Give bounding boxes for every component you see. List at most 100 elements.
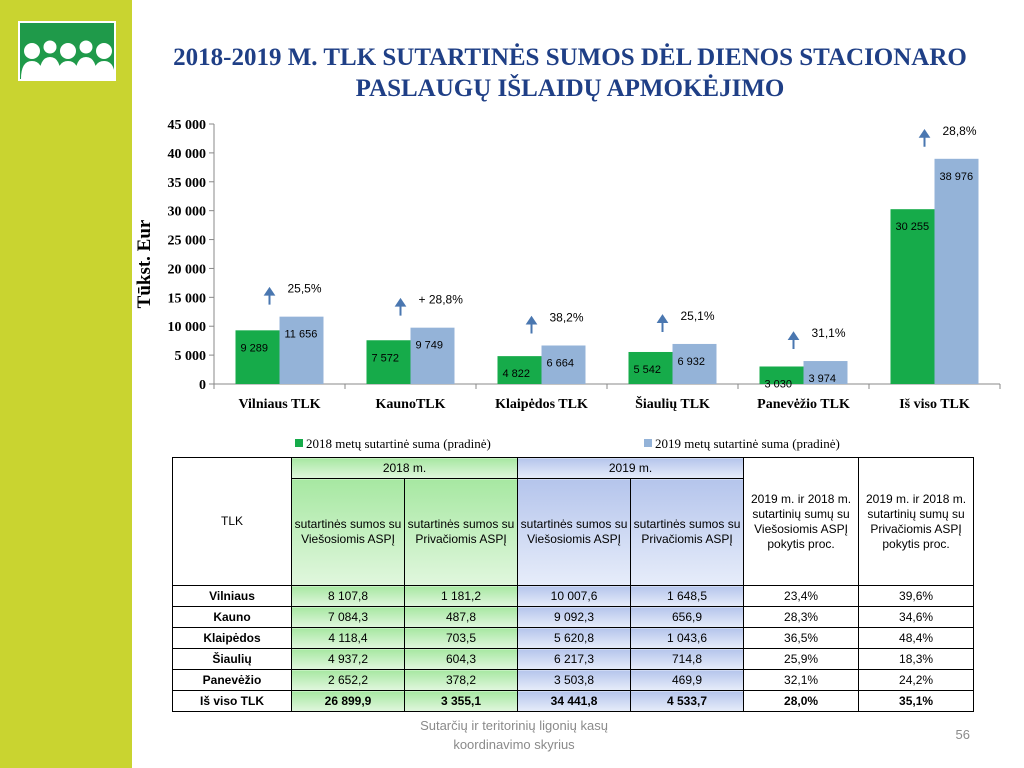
subheader-private-2019: sutartinės sumos su Privačiomis ASPĮ bbox=[630, 478, 745, 586]
cell-public-2019: 3 503,8 bbox=[517, 669, 632, 691]
y-tick-label: 30 000 bbox=[168, 205, 207, 220]
bar-2019 bbox=[279, 316, 324, 384]
legend-swatch-2019 bbox=[644, 439, 652, 447]
bar-2018 bbox=[235, 330, 280, 384]
change-label: 25,1% bbox=[681, 309, 715, 323]
bar-2019 bbox=[410, 327, 455, 384]
cell-change-private: 18,3% bbox=[858, 648, 975, 670]
cell-private-2019: 1 648,5 bbox=[630, 585, 745, 607]
cell-private-2019: 714,8 bbox=[630, 648, 745, 670]
y-tick-label: 35 000 bbox=[168, 176, 207, 191]
data-label-2019: 3 974 bbox=[809, 373, 837, 385]
cell-private-2018: 1 181,2 bbox=[403, 585, 519, 607]
legend-swatch-2018 bbox=[295, 439, 303, 447]
cell-public-2019: 6 217,3 bbox=[517, 648, 632, 670]
y-tick-label: 25 000 bbox=[168, 234, 207, 249]
cell-private-2018: 487,8 bbox=[403, 606, 519, 628]
increase-arrow-icon bbox=[787, 331, 800, 350]
cell-change-private: 48,4% bbox=[858, 627, 975, 649]
increase-arrow-icon bbox=[263, 286, 276, 305]
cell-public-2019: 5 620,8 bbox=[517, 627, 632, 649]
cell-public-2018: 7 084,3 bbox=[291, 606, 405, 628]
cell-change-public: 36,5% bbox=[743, 627, 860, 649]
cell-public-2018: 2 652,2 bbox=[291, 669, 405, 691]
cell-public-2019: 34 441,8 bbox=[517, 690, 632, 712]
change-label: 25,5% bbox=[288, 282, 322, 296]
data-label-2019: 6 664 bbox=[547, 357, 575, 369]
cell-change-public: 23,4% bbox=[743, 585, 860, 607]
row-name: Kauno bbox=[172, 606, 292, 628]
cell-private-2018: 378,2 bbox=[403, 669, 519, 691]
cell-change-private: 24,2% bbox=[858, 669, 975, 691]
footer-department: Sutarčių ir teritorinių ligonių kasų koo… bbox=[420, 718, 608, 752]
header-year-2019: 2019 m. bbox=[517, 457, 745, 479]
data-label-2018: 3 030 bbox=[765, 378, 793, 390]
cell-private-2019: 469,9 bbox=[630, 669, 745, 691]
increase-arrow-icon bbox=[656, 314, 669, 332]
cell-public-2019: 10 007,6 bbox=[517, 585, 632, 607]
data-label-2019: 9 749 bbox=[416, 340, 444, 352]
header-year-2018: 2018 m. bbox=[290, 457, 519, 479]
cell-change-public: 32,1% bbox=[743, 669, 860, 691]
cell-private-2019: 1 043,6 bbox=[630, 627, 745, 649]
table-row: Šiaulių 4 937,2 604,3 6 217,3 714,8 25,9… bbox=[172, 648, 975, 670]
cell-private-2018: 3 355,1 bbox=[403, 690, 519, 712]
legend-item-2019: 2019 metų sutartinė suma (pradinė) bbox=[644, 436, 840, 452]
legend-label-2018: 2018 metų sutartinė suma (pradinė) bbox=[306, 436, 491, 451]
x-tick-label: Panevėžio TLK bbox=[757, 397, 850, 412]
bar-2018 bbox=[759, 366, 804, 384]
bar-2018 bbox=[628, 351, 673, 384]
header-change-private: 2019 m. ir 2018 m. sutartinių sumų su Pr… bbox=[858, 457, 975, 586]
legend-label-2019: 2019 metų sutartinė suma (pradinė) bbox=[655, 436, 840, 451]
x-tick-label: Šiaulių TLK bbox=[635, 395, 710, 412]
cell-private-2019: 4 533,7 bbox=[630, 690, 745, 712]
bar-2018 bbox=[366, 340, 411, 384]
bar-2019 bbox=[672, 343, 717, 384]
row-name: Vilniaus bbox=[172, 585, 292, 607]
x-tick-label: Klaipėdos TLK bbox=[495, 397, 588, 412]
data-label-2018: 30 255 bbox=[896, 221, 930, 233]
row-name: Šiaulių bbox=[172, 648, 292, 670]
bar-2019 bbox=[803, 361, 848, 384]
data-label-2019: 6 932 bbox=[678, 356, 706, 368]
table-row: Kauno 7 084,3 487,8 9 092,3 656,9 28,3% … bbox=[172, 606, 975, 628]
y-tick-label: 15 000 bbox=[168, 291, 207, 306]
row-name: Panevėžio bbox=[172, 669, 292, 691]
legend-item-2018: 2018 metų sutartinė suma (pradinė) bbox=[295, 436, 491, 452]
table-total-row: Iš viso TLK 26 899,9 3 355,1 34 441,8 4 … bbox=[172, 690, 975, 712]
cell-private-2019: 656,9 bbox=[630, 606, 745, 628]
subheader-private-2018: sutartinės sumos su Privačiomis ASPĮ bbox=[403, 478, 519, 586]
table-header-row: TLK 2018 m. 2019 m. 2019 m. ir 2018 m. s… bbox=[172, 457, 975, 586]
cell-change-private: 35,1% bbox=[858, 690, 975, 712]
chart-legend: 2018 metų sutartinė suma (pradinė) 2019 … bbox=[132, 436, 1024, 452]
data-label-2018: 4 822 bbox=[503, 368, 531, 380]
x-tick-label: Iš viso TLK bbox=[899, 397, 970, 412]
data-label-2018: 7 572 bbox=[372, 352, 400, 364]
data-label-2019: 38 976 bbox=[940, 171, 974, 183]
cell-change-public: 28,0% bbox=[743, 690, 860, 712]
y-tick-label: 45 000 bbox=[168, 118, 207, 133]
increase-arrow-icon bbox=[394, 297, 407, 316]
x-tick-label: KaunoTLK bbox=[375, 397, 445, 412]
people-group-logo-icon bbox=[20, 23, 115, 79]
table-subheader-row: sutartinės sumos su Viešosiomis ASPĮ sut… bbox=[173, 478, 974, 586]
bar-2018 bbox=[890, 209, 935, 384]
sidebar-band bbox=[0, 0, 132, 768]
cell-public-2018: 4 118,4 bbox=[291, 627, 405, 649]
table-row: Vilniaus 8 107,8 1 181,2 10 007,6 1 648,… bbox=[172, 585, 975, 607]
y-tick-label: 10 000 bbox=[168, 320, 207, 335]
bar-chart: Tūkst. Eur 0 5 000 10 000 15 000 20 000 25 000… bbox=[134, 118, 1001, 412]
bar-2019 bbox=[934, 158, 979, 384]
cell-public-2018: 26 899,9 bbox=[291, 690, 405, 712]
bar-2019 bbox=[541, 345, 586, 384]
data-label-2018: 5 542 bbox=[634, 364, 662, 376]
y-axis-label: Tūkst. Eur bbox=[134, 219, 155, 308]
data-table: TLK 2018 m. 2019 m. 2019 m. ir 2018 m. s… bbox=[172, 457, 975, 712]
y-tick-label: 0 bbox=[199, 378, 206, 393]
header-change-public: 2019 m. ir 2018 m. sutartinių sumų su Vi… bbox=[743, 457, 860, 586]
y-tick-label: 40 000 bbox=[168, 147, 207, 162]
data-label-2018: 9 289 bbox=[241, 342, 269, 354]
subheader-public-2018: sutartinės sumos su Viešosiomis ASPĮ bbox=[291, 478, 405, 586]
header-tlk: TLK bbox=[172, 457, 292, 586]
subheader-public-2019: sutartinės sumos su Viešosiomis ASPĮ bbox=[517, 478, 632, 586]
